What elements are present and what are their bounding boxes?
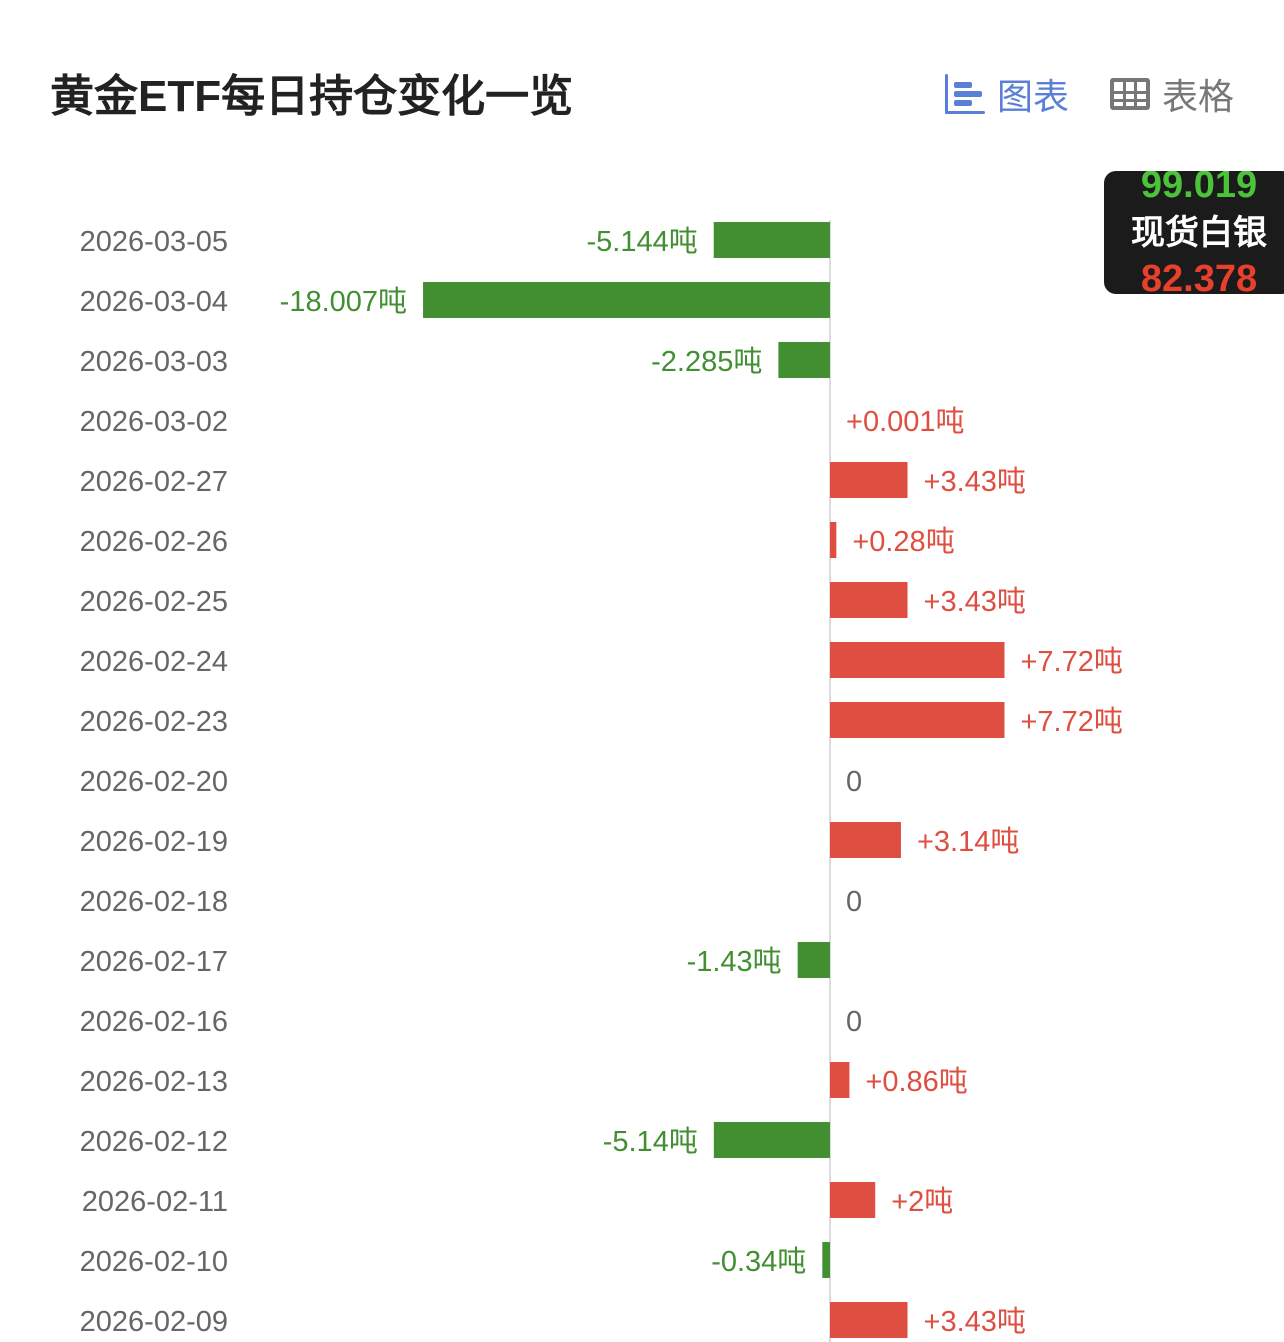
data-label: +0.28吨: [852, 525, 954, 558]
data-label: 0: [846, 766, 862, 798]
data-label: -18.007吨: [280, 285, 407, 318]
category-label: 2026-02-09: [80, 1306, 228, 1338]
category-label: 2026-02-23: [80, 706, 228, 738]
category-label: 2026-02-19: [80, 826, 228, 858]
category-label: 2026-02-17: [80, 946, 228, 978]
data-label: +2吨: [891, 1185, 953, 1218]
bar: [713, 222, 830, 258]
data-label: +3.43吨: [924, 1305, 1026, 1338]
data-label: +3.43吨: [924, 465, 1026, 498]
bar: [713, 1122, 830, 1158]
data-label: +0.86吨: [865, 1065, 967, 1098]
category-label: 2026-03-04: [80, 286, 228, 318]
price-ticker[interactable]: 99.019 现货白银 82.378: [1104, 171, 1284, 294]
ticker-up-value: 99.019: [1140, 171, 1258, 206]
page-title: 黄金ETF每日持仓变化一览: [50, 72, 574, 121]
bar: [830, 522, 837, 558]
tab-table[interactable]: 表格: [1110, 68, 1234, 120]
bar: [778, 342, 830, 378]
bar-chart-icon: [945, 74, 985, 114]
data-label: 0: [846, 1006, 862, 1038]
category-label: 2026-02-16: [80, 1006, 228, 1038]
tab-chart-label: 图表: [997, 76, 1070, 117]
data-label: -1.43吨: [687, 945, 782, 978]
bar: [423, 282, 830, 318]
bar: [830, 582, 908, 618]
ticker-name: 现货白银: [1131, 214, 1267, 252]
data-label: 0: [846, 886, 862, 918]
bar: [830, 702, 1005, 738]
category-label: 2026-02-12: [80, 1126, 228, 1158]
category-label: 2026-02-25: [80, 586, 228, 618]
data-label: +3.14吨: [917, 825, 1019, 858]
bar: [830, 462, 908, 498]
bar: [830, 1302, 908, 1338]
data-label: +3.43吨: [924, 585, 1026, 618]
tab-table-label: 表格: [1162, 76, 1235, 117]
category-label: 2026-02-20: [80, 766, 228, 798]
data-label: -2.285吨: [651, 345, 762, 378]
bar: [830, 822, 901, 858]
category-label: 2026-03-02: [80, 406, 228, 438]
category-label: 2026-02-26: [80, 526, 228, 558]
bar: [822, 1242, 830, 1278]
data-label: -5.14吨: [603, 1125, 698, 1158]
data-label: +7.72吨: [1020, 705, 1122, 738]
category-label: 2026-02-18: [80, 886, 228, 918]
bar: [830, 1182, 876, 1218]
data-label: +0.001吨: [846, 405, 965, 438]
bar: [797, 942, 830, 978]
data-label: -0.34吨: [711, 1245, 806, 1278]
category-label: 2026-03-05: [80, 226, 228, 258]
data-label: +7.72吨: [1020, 645, 1122, 678]
ticker-down-value: 82.378: [1140, 258, 1258, 294]
table-icon: [1110, 78, 1150, 110]
category-label: 2026-02-10: [80, 1246, 228, 1278]
category-label: 2026-02-11: [82, 1186, 228, 1218]
category-label: 2026-02-27: [80, 466, 228, 498]
tab-chart[interactable]: 图表: [945, 68, 1069, 120]
bar: [830, 642, 1005, 678]
category-label: 2026-03-03: [80, 346, 228, 378]
category-label: 2026-02-24: [80, 646, 228, 678]
category-label: 2026-02-13: [80, 1066, 228, 1098]
bar: [830, 1062, 850, 1098]
data-label: -5.144吨: [587, 225, 698, 258]
